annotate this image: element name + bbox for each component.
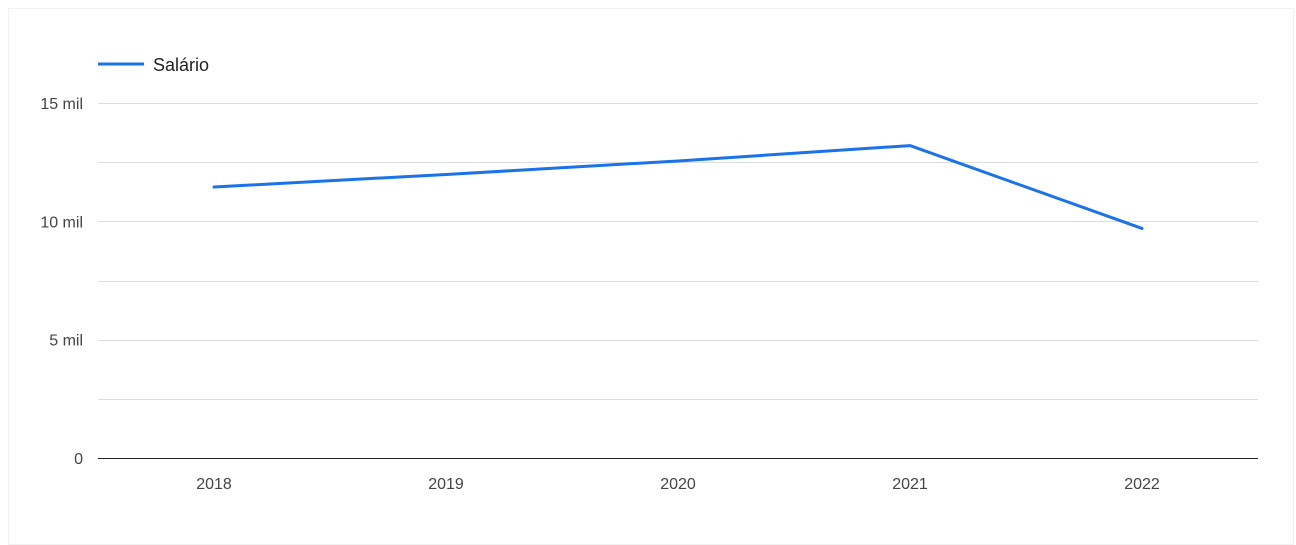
- data-point-2022[interactable]: [1136, 222, 1148, 234]
- data-point-2019[interactable]: [440, 168, 452, 180]
- y-tick-label-10000: 10 mil: [40, 214, 83, 231]
- y-tick-label-15000: 15 mil: [40, 96, 83, 113]
- data-point-2020[interactable]: [672, 155, 684, 167]
- gridlines: [98, 103, 1258, 400]
- y-axis-ticks: 0 5 mil 10 mil 15 mil: [40, 96, 83, 468]
- x-tick-label-2021: 2021: [892, 476, 928, 493]
- x-axis-ticks: 2018 2019 2020 2021 2022: [196, 476, 1160, 493]
- series-line-0[interactable]: [212, 144, 1144, 230]
- data-point-2021[interactable]: [904, 140, 916, 152]
- legend[interactable]: Salário: [98, 55, 209, 75]
- x-tick-label-2019: 2019: [428, 476, 464, 493]
- y-tick-label-5000: 5 mil: [49, 333, 83, 350]
- x-tick-label-2018: 2018: [196, 476, 232, 493]
- x-tick-label-2020: 2020: [660, 476, 696, 493]
- y-tick-label-0: 0: [74, 451, 83, 468]
- data-point-2018[interactable]: [208, 181, 220, 193]
- series-lines: [208, 140, 1148, 234]
- x-tick-label-2022: 2022: [1124, 476, 1160, 493]
- chart-card: [8, 8, 1294, 545]
- legend-label-salario[interactable]: Salário: [153, 55, 209, 75]
